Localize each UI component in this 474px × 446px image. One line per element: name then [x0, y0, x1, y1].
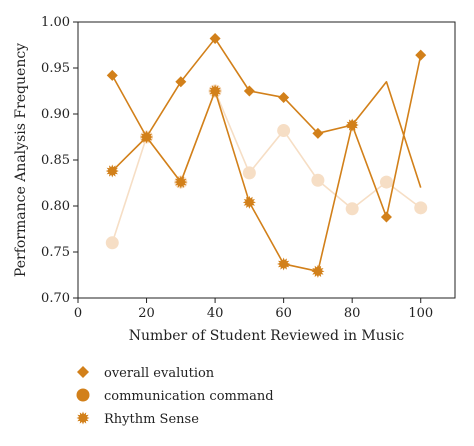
data-point: [106, 69, 118, 81]
data-point: [141, 131, 153, 143]
data-point: [312, 127, 324, 139]
data-point: [243, 85, 255, 97]
data-point: [242, 166, 256, 180]
series-line: [111, 37, 422, 218]
y-tick-label: 0.70: [41, 291, 70, 306]
data-point: [175, 76, 187, 88]
series-0: [106, 33, 427, 223]
data-point: [174, 175, 188, 189]
legend-label: communication command: [104, 389, 274, 404]
data-point: [311, 173, 325, 187]
y-tick-label: 0.80: [41, 199, 70, 214]
data-point: [277, 124, 291, 138]
series-2: [105, 81, 422, 278]
legend-marker: [76, 388, 90, 402]
data-point: [278, 91, 290, 103]
legend-label: overall evalution: [104, 366, 215, 381]
legend-marker: [76, 411, 90, 425]
series-line: [111, 81, 422, 273]
y-tick-label: 1.00: [41, 15, 70, 30]
legend-item: Rhythm Sense: [76, 411, 199, 427]
data-point: [380, 211, 392, 223]
x-axis-title: Number of Student Reviewed in Music: [129, 328, 405, 344]
legend: overall evalution communication command Rh…: [76, 366, 274, 427]
y-axis-title: Performance Analysis Frequency: [13, 43, 29, 277]
x-tick-label: 40: [207, 306, 224, 321]
x-tick-label: 20: [138, 306, 155, 321]
data-point: [277, 257, 291, 271]
data-point: [208, 84, 222, 98]
x-tick-label: 100: [408, 306, 433, 321]
axes: 0.70 0.75 0.80 0.85 0.90 0.95 1.00 0 20 40 60 80 100: [41, 15, 456, 321]
y-tick-label: 0.95: [41, 61, 70, 76]
data-point: [415, 49, 427, 61]
data-point: [105, 164, 119, 178]
x-tick-label: 0: [74, 306, 82, 321]
y-tick-label: 0.75: [41, 245, 70, 260]
y-tick-label: 0.90: [41, 107, 70, 122]
series-line: [111, 90, 422, 244]
data-point: [345, 202, 359, 216]
legend-item: communication command: [76, 388, 274, 404]
x-tick-label: 80: [344, 306, 361, 321]
data-point: [105, 236, 119, 250]
data-point: [242, 195, 256, 209]
data-point: [379, 175, 393, 189]
data-point: [346, 119, 358, 131]
y-tick-label: 0.85: [41, 153, 70, 168]
legend-label: Rhythm Sense: [104, 412, 199, 427]
x-tick-label: 60: [275, 306, 292, 321]
legend-marker: [77, 366, 89, 378]
series-layer: [105, 33, 428, 278]
data-point: [311, 264, 325, 278]
data-point: [209, 33, 221, 45]
series-1: [105, 84, 428, 250]
data-point: [414, 201, 428, 215]
legend-item: overall evalution: [77, 366, 215, 381]
